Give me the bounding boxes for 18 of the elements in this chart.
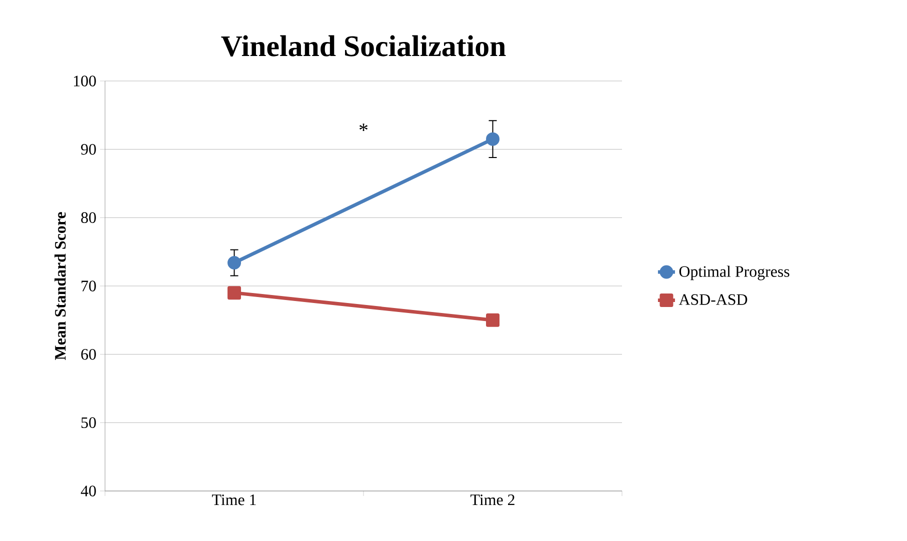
y-tick-label: 50 (81, 417, 96, 428)
x-tick-label: Time 2 (470, 494, 514, 506)
x-tick-label: Time 1 (212, 494, 256, 506)
legend-label: Optimal Progress (679, 266, 790, 280)
y-tick-label: 60 (81, 348, 96, 360)
legend-label: ASD-ASD (678, 294, 748, 305)
y-axis-title: Mean Standard Score (54, 212, 66, 360)
point (228, 256, 242, 270)
point (228, 286, 242, 300)
y-tick-label: 90 (81, 144, 96, 155)
chart-title: Vineland Socialization (221, 35, 506, 56)
y-tick-label: 100 (74, 76, 96, 86)
annotation: * (359, 124, 368, 131)
point (486, 132, 500, 146)
y-tick-label: 40 (80, 486, 96, 496)
point (486, 313, 500, 327)
y-tick-label: 70 (82, 280, 96, 292)
y-tick-label: 80 (81, 212, 96, 224)
